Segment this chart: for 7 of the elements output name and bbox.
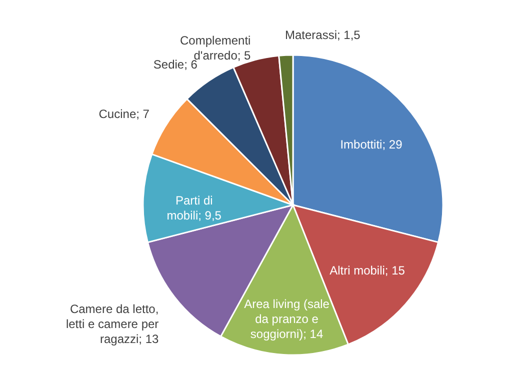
slice-label: Cucine; 7 xyxy=(98,106,150,121)
slice-label: Altri mobili; 15 xyxy=(330,263,406,278)
slice-label: Area living (sale da pranzo e soggiorni); 14 xyxy=(244,296,330,341)
slice-label: Parti di mobili; 9,5 xyxy=(166,193,222,222)
slice-label: Camere da letto, letti e camere per ragazzi; 13 xyxy=(66,302,159,346)
slice-label: Imbottiti; 29 xyxy=(340,137,403,152)
slice-label: Materassi; 1,5 xyxy=(284,28,361,42)
